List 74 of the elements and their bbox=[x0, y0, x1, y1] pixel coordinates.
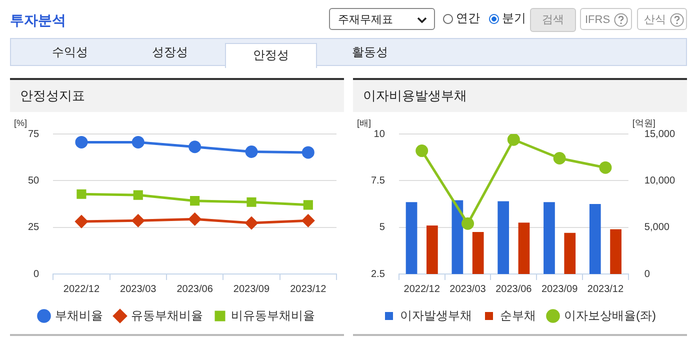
y2-tick-label: 5,000 bbox=[644, 222, 670, 234]
y-tick-label: 7.5 bbox=[370, 175, 386, 186]
y-axis-title: [%] bbox=[14, 118, 28, 128]
y-tick-label: 25 bbox=[28, 222, 40, 234]
y2-tick-label: 15,000 bbox=[644, 128, 676, 140]
bar bbox=[406, 202, 418, 274]
x-tick-label: 2023/09 bbox=[233, 284, 270, 295]
point bbox=[553, 152, 566, 165]
y-tick-label: 10 bbox=[374, 128, 386, 140]
y2-tick-label: 0 bbox=[644, 268, 650, 280]
x-tick-label: 2023/03 bbox=[120, 284, 157, 295]
y2-tick-label: 10,000 bbox=[644, 175, 676, 186]
text: 검색 bbox=[530, 8, 576, 32]
chart-title: 안정성지표 bbox=[10, 78, 344, 112]
legend-label: 순부채 bbox=[500, 308, 536, 322]
text: IFRS bbox=[580, 8, 632, 30]
point bbox=[302, 214, 314, 227]
x-tick-label: 2023/09 bbox=[541, 284, 578, 295]
y-tick-label: 2.5 bbox=[370, 268, 386, 280]
y-tick-label: 75 bbox=[28, 128, 40, 140]
x-tick-label: 2022/12 bbox=[404, 284, 440, 295]
x-tick-label: 2022/12 bbox=[63, 284, 100, 295]
point bbox=[75, 136, 88, 148]
legend-label: 비유동부채비율 bbox=[231, 308, 315, 322]
point bbox=[76, 189, 86, 199]
y-axis-title: [배] bbox=[357, 118, 372, 128]
bar bbox=[564, 232, 576, 274]
point bbox=[132, 214, 144, 227]
point bbox=[75, 215, 88, 228]
x-tick-label: 2023/03 bbox=[450, 284, 486, 295]
point bbox=[190, 196, 200, 206]
text: 안정성 bbox=[225, 43, 317, 68]
chart-title: 이자비용발생부채 bbox=[353, 78, 687, 112]
y-tick-label: 5 bbox=[379, 222, 386, 234]
x-tick-label: 2023/12 bbox=[587, 284, 624, 295]
bar bbox=[498, 201, 510, 274]
text: 활동성 bbox=[351, 44, 389, 61]
point bbox=[188, 140, 202, 154]
text: 주재무제표 bbox=[329, 8, 435, 30]
x-tick-label: 2023/06 bbox=[496, 284, 532, 295]
bar bbox=[610, 229, 622, 274]
y-tick-label: 50 bbox=[28, 175, 40, 186]
point bbox=[188, 212, 202, 226]
point bbox=[507, 134, 520, 146]
point bbox=[132, 136, 144, 148]
bar bbox=[472, 232, 484, 274]
text: 성장성 bbox=[151, 44, 189, 61]
point bbox=[133, 190, 143, 200]
bar bbox=[452, 200, 464, 274]
text: 연간 bbox=[456, 10, 480, 27]
y-tick-label: 0 bbox=[34, 268, 40, 280]
legend-label: 부채비율 bbox=[55, 308, 103, 322]
text: 수익성 bbox=[51, 44, 89, 61]
bar bbox=[589, 204, 601, 274]
bar bbox=[544, 202, 555, 274]
legend-label: 이자보상배율(좌) bbox=[564, 308, 656, 322]
text: 산식 bbox=[637, 8, 687, 30]
point bbox=[246, 197, 256, 207]
legend-label: 이자발생부채 bbox=[400, 308, 472, 322]
point bbox=[245, 216, 258, 230]
y2-axis-title: [억원] bbox=[632, 118, 656, 128]
x-tick-label: 2023/06 bbox=[176, 284, 214, 295]
point bbox=[416, 144, 428, 158]
point bbox=[303, 200, 313, 210]
legend-label: 유동부채비율 bbox=[131, 308, 203, 322]
text: 분기 bbox=[502, 10, 526, 27]
bar bbox=[426, 225, 438, 274]
bar bbox=[518, 222, 530, 274]
point bbox=[245, 145, 258, 158]
point bbox=[462, 217, 474, 230]
point bbox=[302, 146, 314, 159]
x-tick-label: 2023/12 bbox=[290, 284, 327, 295]
text: 투자분석 bbox=[10, 12, 66, 30]
point bbox=[599, 161, 612, 174]
